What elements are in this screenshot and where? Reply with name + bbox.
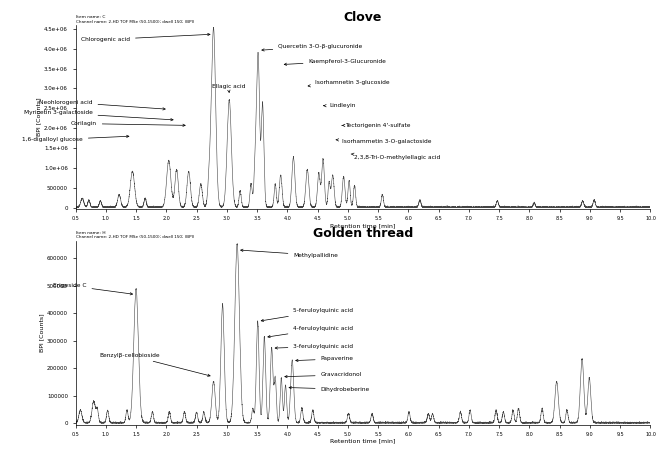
Text: Erigeside C: Erigeside C xyxy=(53,283,133,295)
Y-axis label: BPI [Counts]: BPI [Counts] xyxy=(39,313,44,352)
Text: Tectorigenin 4'-sulfate: Tectorigenin 4'-sulfate xyxy=(342,123,411,128)
Text: Corilagin: Corilagin xyxy=(71,121,185,127)
Text: Item name: C: Item name: C xyxy=(76,15,106,19)
Text: Isorhamnetin 3-glucoside: Isorhamnetin 3-glucoside xyxy=(308,80,389,87)
Text: 4-feruloylquinic acid: 4-feruloylquinic acid xyxy=(268,326,353,338)
Text: Channel name: 2-HD TOF MSe (50-1500); dwell 150; (BPI): Channel name: 2-HD TOF MSe (50-1500); dw… xyxy=(76,20,194,24)
Text: Quercetin 3-O-β-glucuronide: Quercetin 3-O-β-glucuronide xyxy=(262,44,363,51)
X-axis label: Retention time [min]: Retention time [min] xyxy=(330,223,396,228)
Text: 5-feruloylquinic acid: 5-feruloylquinic acid xyxy=(261,308,353,322)
Title: Clove: Clove xyxy=(344,11,382,24)
Text: 2,3,8-Tri-O-methylellagic acid: 2,3,8-Tri-O-methylellagic acid xyxy=(351,153,440,160)
Text: Item name: H: Item name: H xyxy=(76,231,106,235)
Text: Methylpallidine: Methylpallidine xyxy=(240,249,338,258)
Text: 1,6-digalloyl glucose: 1,6-digalloyl glucose xyxy=(22,135,129,142)
Text: Gravacridonol: Gravacridonol xyxy=(285,372,362,378)
Text: Dihydrobeberine: Dihydrobeberine xyxy=(289,386,370,392)
Title: Golden thread: Golden thread xyxy=(313,227,413,240)
Text: Channel name: 2-HD TOF MSe (50-1500); dwell 150; (BPI): Channel name: 2-HD TOF MSe (50-1500); dw… xyxy=(76,235,194,240)
X-axis label: Retention time [min]: Retention time [min] xyxy=(330,439,396,443)
Text: Isorhammetin 3-O-galactoside: Isorhammetin 3-O-galactoside xyxy=(336,139,431,144)
Text: Lindleyin: Lindleyin xyxy=(324,103,356,108)
Text: 3-feruloylquinic acid: 3-feruloylquinic acid xyxy=(275,344,353,349)
Text: Chlorogenic acid: Chlorogenic acid xyxy=(81,34,210,42)
Text: Neohlorogeni acid: Neohlorogeni acid xyxy=(39,100,165,110)
Text: Myricetin 3-galactoside: Myricetin 3-galactoside xyxy=(24,110,173,121)
Text: Kaempferol-3-Glucuronide: Kaempferol-3-Glucuronide xyxy=(284,58,386,66)
Text: Papaverine: Papaverine xyxy=(296,356,353,362)
Text: Benzylβ-cellobioside: Benzylβ-cellobioside xyxy=(100,353,210,376)
Y-axis label: BPI [Counts]: BPI [Counts] xyxy=(36,98,41,136)
Text: Ellagic acid: Ellagic acid xyxy=(212,84,245,92)
